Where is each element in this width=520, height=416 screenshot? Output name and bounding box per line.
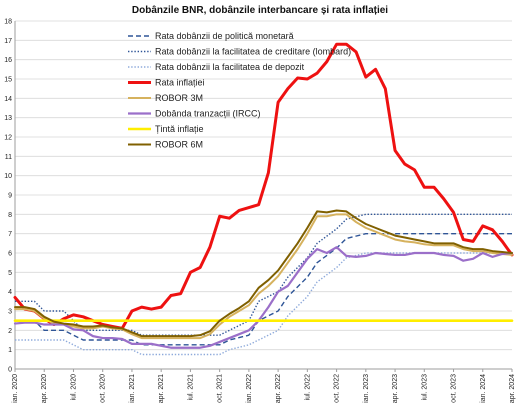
legend-label-1: Rata dobânzii la facilitatea de creditar… xyxy=(155,47,351,57)
x-tick-label: oct. 2023 xyxy=(451,374,458,403)
x-tick-label: oct. 2021 xyxy=(217,374,224,403)
x-tick-label: apr. 2024 xyxy=(509,374,516,403)
y-tick-label: 4 xyxy=(8,289,12,296)
x-tick-label: apr. 2023 xyxy=(392,374,399,403)
chart-title: Dobânzile BNR, dobânzile interbancare și… xyxy=(132,5,388,16)
y-tick-label: 17 xyxy=(4,38,12,45)
legend-label-6: Țintă inflație xyxy=(155,124,204,134)
series-line-5 xyxy=(13,246,514,349)
grid xyxy=(15,20,512,370)
y-tick-label: 16 xyxy=(4,57,12,64)
y-tick-label: 7 xyxy=(8,231,12,238)
x-tick-label: iul. 2021 xyxy=(187,374,194,401)
legend-label-5: Dobânda tranzacții (IRCC) xyxy=(155,109,261,119)
y-tick-label: 8 xyxy=(8,212,12,219)
y-tick-label: 18 xyxy=(4,19,12,26)
x-tick-label: iul. 2022 xyxy=(304,374,311,401)
series-line-3 xyxy=(13,42,514,330)
y-tick-label: 3 xyxy=(8,309,12,316)
series-line-1 xyxy=(15,213,512,336)
y-tick-label: 11 xyxy=(5,154,12,161)
y-tick-label: 14 xyxy=(4,96,12,103)
y-tick-label: 10 xyxy=(4,173,12,180)
x-tick-label: apr. 2020 xyxy=(41,374,48,403)
x-tick-label: ian. 2021 xyxy=(129,374,136,403)
y-tick-label: 12 xyxy=(4,135,12,142)
series-line-0 xyxy=(15,232,512,346)
x-tick-label: ian. 2020 xyxy=(12,374,19,403)
legend-label-0: Rata dobânzii de politică monetară xyxy=(155,31,294,41)
y-tick-label: 9 xyxy=(8,193,12,200)
y-tick-label: 0 xyxy=(8,367,12,374)
x-tick-label: ian. 2022 xyxy=(246,374,253,403)
y-tick-label: 13 xyxy=(4,115,12,122)
legend-label-4: ROBOR 3M xyxy=(155,93,203,103)
y-tick-label: 5 xyxy=(8,270,12,277)
y-tick-label: 15 xyxy=(4,77,12,84)
series-line-7 xyxy=(14,209,513,338)
x-tick-label: apr. 2021 xyxy=(158,374,165,403)
series-line-4 xyxy=(14,213,513,340)
x-tick-label: iul. 2023 xyxy=(421,374,428,401)
y-tick-label: 2 xyxy=(8,328,12,335)
x-axis: ian. 2020 apr. 2020 iul. 2020 oct. 2020 ian.… xyxy=(12,368,516,403)
x-tick-label: iul. 2020 xyxy=(70,374,77,401)
x-tick-label: apr. 2022 xyxy=(275,374,282,403)
x-tick-label: ian. 2024 xyxy=(480,374,487,403)
y-tick-label: 6 xyxy=(8,251,12,258)
y-tick-label: 1 xyxy=(8,347,12,354)
legend-label-3: Rata inflației xyxy=(155,78,205,88)
legend-label-7: ROBOR 6M xyxy=(155,140,203,150)
x-tick-label: oct. 2020 xyxy=(100,374,107,403)
x-tick-label: oct. 2022 xyxy=(334,374,341,403)
legend-label-2: Rata dobânzii la facilitatea de depozit xyxy=(155,62,305,72)
x-tick-label: ian. 2023 xyxy=(363,374,370,403)
legend: Rata dobânzii de politică monetară Rata d… xyxy=(128,31,351,150)
series-group xyxy=(13,42,514,356)
